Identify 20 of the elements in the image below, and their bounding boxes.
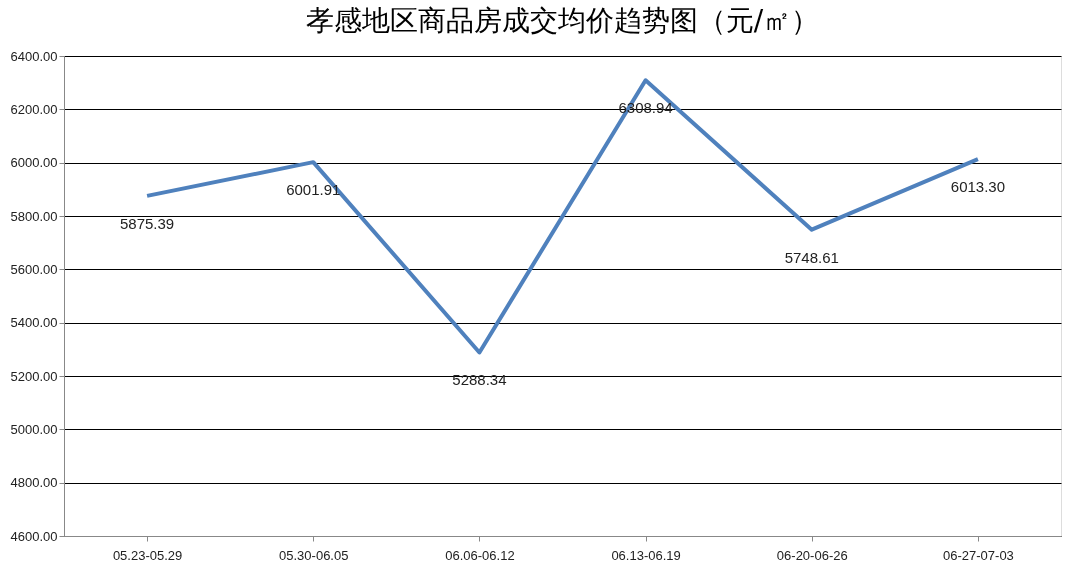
y-tick-label: 4600.00: [10, 528, 58, 544]
data-label: 6013.30: [950, 178, 1006, 196]
x-tick-label: 05.30-06.05: [279, 547, 349, 563]
y-tick-label: 5800.00: [10, 208, 58, 224]
y-tick-label: 6400.00: [10, 48, 58, 64]
y-tick-label: 6200.00: [10, 101, 58, 117]
x-tick-label: 06-27-07-03: [943, 547, 1014, 563]
y-tick-label: 5200.00: [10, 368, 58, 384]
y-tick-label: 4800.00: [10, 475, 58, 491]
y-tick-label: 5000.00: [10, 421, 58, 437]
chart-title: 孝感地区商品房成交均价趋势图（元/㎡）: [305, 4, 820, 37]
x-tick-label: 06.06-06.12: [445, 547, 515, 563]
y-tick-label: 6000.00: [10, 155, 58, 171]
x-tick-label: 06-20-06-26: [776, 547, 848, 563]
y-tick-label: 5600.00: [10, 261, 58, 277]
x-tick-label: 05.23-05.29: [112, 547, 183, 563]
data-label: 5748.61: [784, 248, 839, 266]
data-label: 5875.39: [119, 214, 175, 232]
y-tick-label: 5400.00: [10, 315, 58, 331]
x-tick-label: 06.13-06.19: [611, 547, 681, 563]
